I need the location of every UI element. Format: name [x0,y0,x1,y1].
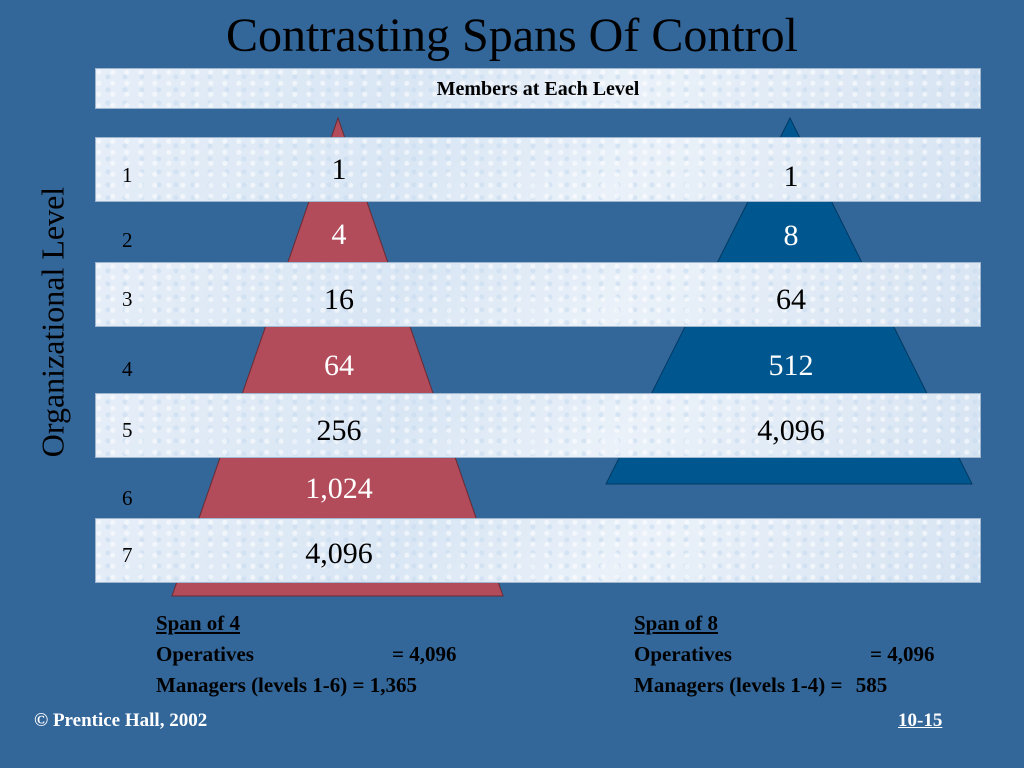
level-number: 1 [122,163,133,187]
right-members-level-1: 1 [783,160,799,193]
slide-title: Contrasting Spans Of Control [226,9,798,62]
left-members-level-1: 1 [331,153,347,186]
level-band-1 [95,137,981,202]
left-members-level-5: 256 [316,414,362,447]
level-number: 2 [122,228,133,252]
slide-number[interactable]: 10-15 [898,710,943,731]
right-operatives-label: Operatives [634,642,732,666]
right-span-info: Span of 8 Operatives = 4,096 Managers (l… [634,608,964,701]
left-members-level-4: 64 [324,349,354,382]
left-members-level-2: 4 [331,218,347,251]
level-number: 4 [122,357,133,381]
copyright-footer: © Prentice Hall, 2002 [34,710,208,731]
right-operatives-value: = 4,096 [870,642,935,666]
left-span-info: Span of 4 Operatives = 4,096 Managers (l… [156,608,486,701]
header-band: Members at Each Level [95,68,981,109]
axis-label: Organizational Level [34,186,71,458]
level-band-5 [95,393,981,458]
level-band-3 [95,262,981,327]
left-members-level-7: 4,096 [305,537,373,570]
level-number: 6 [122,486,133,510]
left-operatives-value: = 4,096 [392,642,457,666]
right-members-level-5: 4,096 [757,414,825,447]
left-operatives-label: Operatives [156,642,254,666]
header-label: Members at Each Level [436,78,640,100]
level-band-7 [95,518,981,583]
left-members-level-6: 1,024 [305,472,373,505]
right-span-title: Span of 8 [634,611,719,635]
level-number: 3 [122,287,133,311]
left-pyramid [171,116,504,597]
left-members-level-3: 16 [324,283,354,316]
right-members-level-4: 512 [768,349,814,382]
left-managers-label: Managers (levels 1-6) [156,673,348,697]
level-number: 7 [122,543,133,567]
level-number: 5 [122,418,133,442]
right-members-level-3: 64 [776,283,806,316]
left-span-title: Span of 4 [156,611,241,635]
right-managers-value: 585 [855,673,888,697]
left-managers-value: = 1,365 [352,673,417,697]
right-managers-label: Managers (levels 1-4) = [634,673,843,697]
right-members-level-2: 8 [783,219,799,252]
